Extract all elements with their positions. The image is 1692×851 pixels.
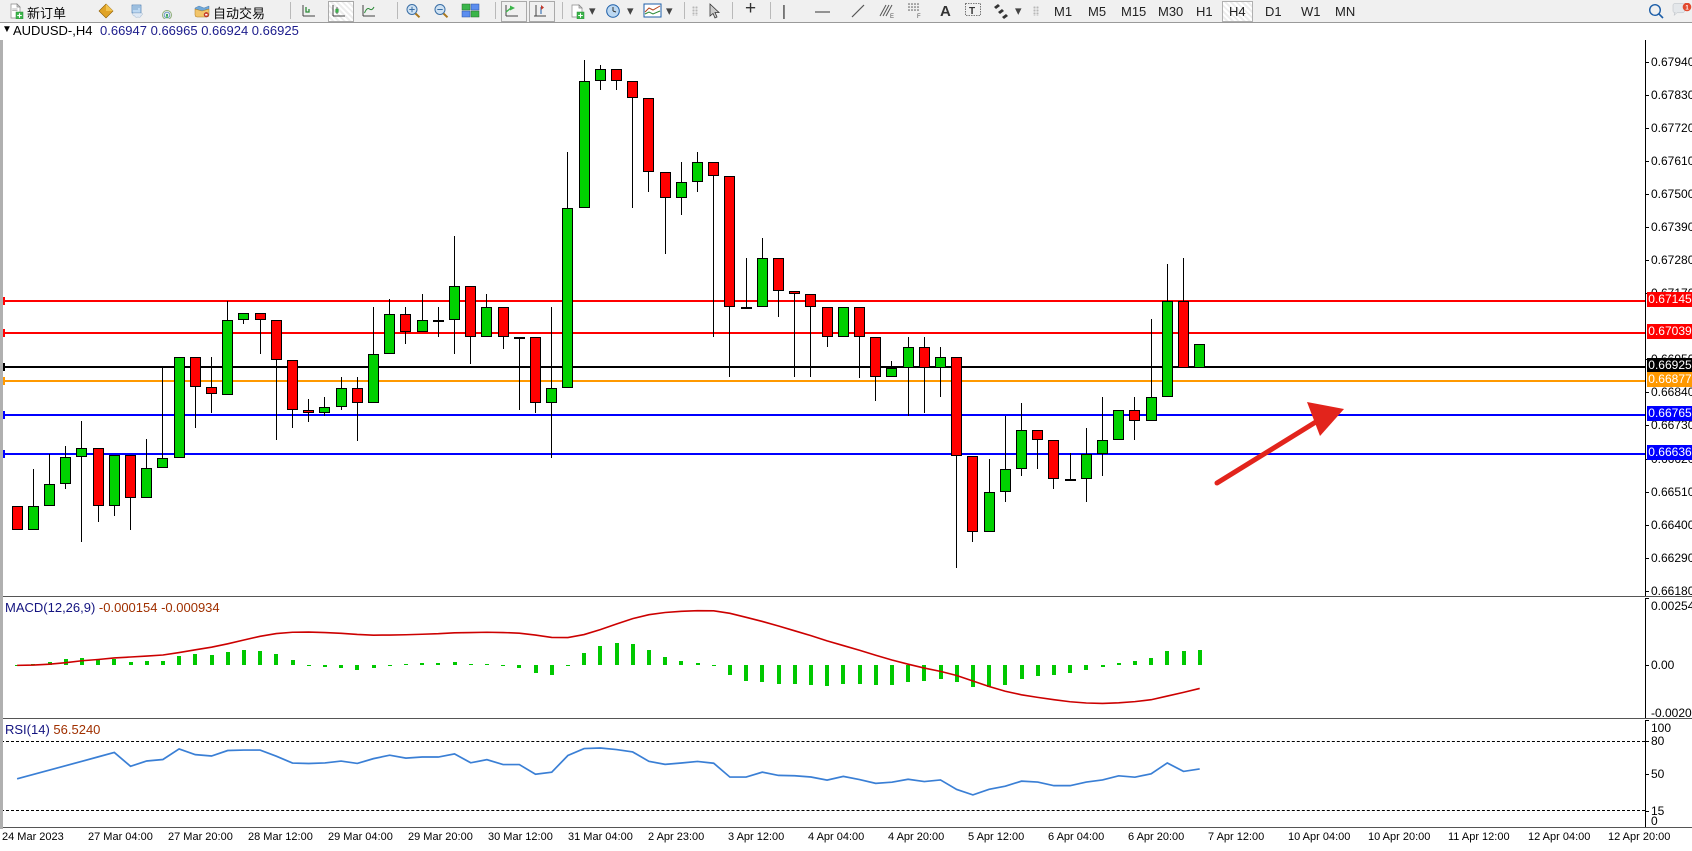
svg-text:E: E: [890, 14, 894, 19]
svg-text:F: F: [917, 14, 921, 19]
svg-text:T: T: [969, 6, 975, 17]
